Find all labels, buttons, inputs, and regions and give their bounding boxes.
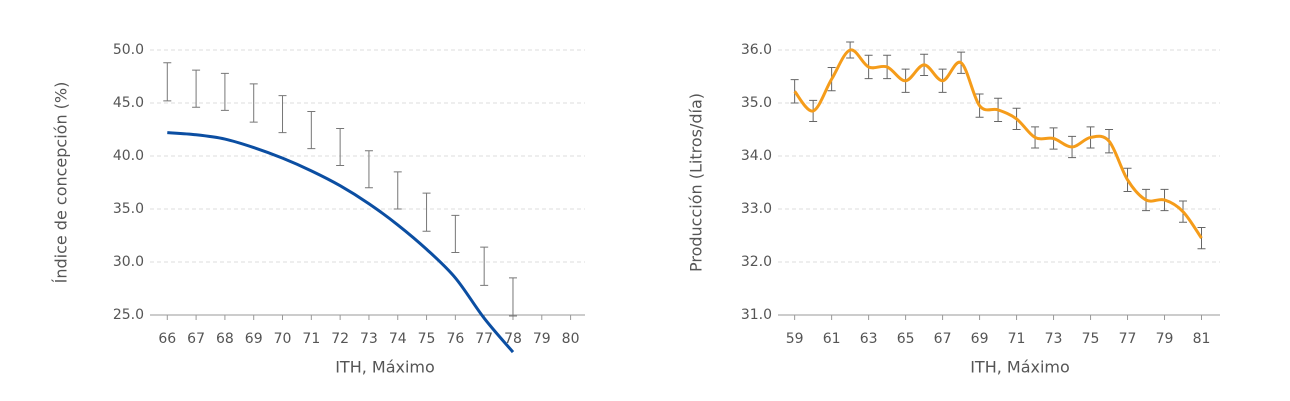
x-tick-label: 79: [1156, 331, 1174, 347]
line: [793, 48, 1203, 240]
x-tick-label: 74: [389, 331, 407, 347]
x-tick-label: 70: [274, 331, 292, 347]
line: [167, 131, 515, 354]
y-axis-title: Producción (Litros/día): [687, 93, 706, 272]
y-tick-label: 33.0: [741, 201, 772, 217]
x-tick-label: 77: [475, 331, 493, 347]
error-bar: [192, 69, 201, 108]
error-bar: [163, 62, 172, 102]
x-tick-label: 76: [446, 331, 464, 347]
x-tick-label: 66: [158, 331, 176, 347]
x-tick-label: 72: [331, 331, 349, 347]
error-bar: [1197, 227, 1206, 250]
error-bar: [480, 246, 489, 286]
y-tick-label: 32.0: [741, 254, 772, 270]
x-tick-label: 73: [360, 331, 378, 347]
error-bar: [220, 72, 229, 111]
error-bar: [451, 214, 460, 253]
x-tick-label: 67: [934, 331, 952, 347]
error-bar: [790, 79, 799, 104]
x-tick-label: 77: [1119, 331, 1137, 347]
error-bar: [336, 127, 345, 167]
y-tick-label: 36.0: [741, 42, 772, 58]
x-tick-label: 59: [786, 331, 804, 347]
x-tick-label: 69: [971, 331, 989, 347]
x-tick-label: 68: [216, 331, 234, 347]
y-tick-label: 35.0: [113, 201, 144, 217]
x-tick-label: 73: [1045, 331, 1063, 347]
error-bar: [393, 171, 402, 210]
x-tick-label: 80: [562, 331, 580, 347]
y-tick-label: 35.0: [741, 95, 772, 111]
x-tick-label: 75: [1082, 331, 1100, 347]
x-tick-label: 75: [418, 331, 436, 347]
y-tick-label: 40.0: [113, 148, 144, 164]
y-tick-label: 25.0: [113, 307, 144, 323]
x-tick-label: 63: [860, 331, 878, 347]
y-tick-label: 30.0: [113, 254, 144, 270]
y-tick-label: 45.0: [113, 95, 144, 111]
x-tick-label: 69: [245, 331, 263, 347]
x-tick-label: 67: [187, 331, 205, 347]
error-bar: [249, 83, 258, 123]
error-bar: [278, 95, 287, 134]
x-tick-label: 81: [1193, 331, 1211, 347]
error-bar: [307, 110, 316, 150]
x-tick-label: 61: [823, 331, 841, 347]
error-bar: [508, 277, 517, 317]
y-tick-label: 50.0: [113, 42, 144, 58]
x-axis-title: ITH, Máximo: [970, 358, 1070, 377]
error-bar: [364, 150, 373, 189]
y-tick-label: 34.0: [741, 148, 772, 164]
x-tick-label: 71: [302, 331, 320, 347]
x-tick-label: 78: [504, 331, 522, 347]
y-axis-title: Índice de concepción (%): [52, 82, 71, 284]
x-tick-label: 79: [533, 331, 551, 347]
x-axis-title: ITH, Máximo: [335, 358, 435, 377]
x-tick-label: 65: [897, 331, 915, 347]
y-tick-label: 31.0: [741, 307, 772, 323]
x-tick-label: 71: [1008, 331, 1026, 347]
error-bar: [422, 192, 431, 232]
